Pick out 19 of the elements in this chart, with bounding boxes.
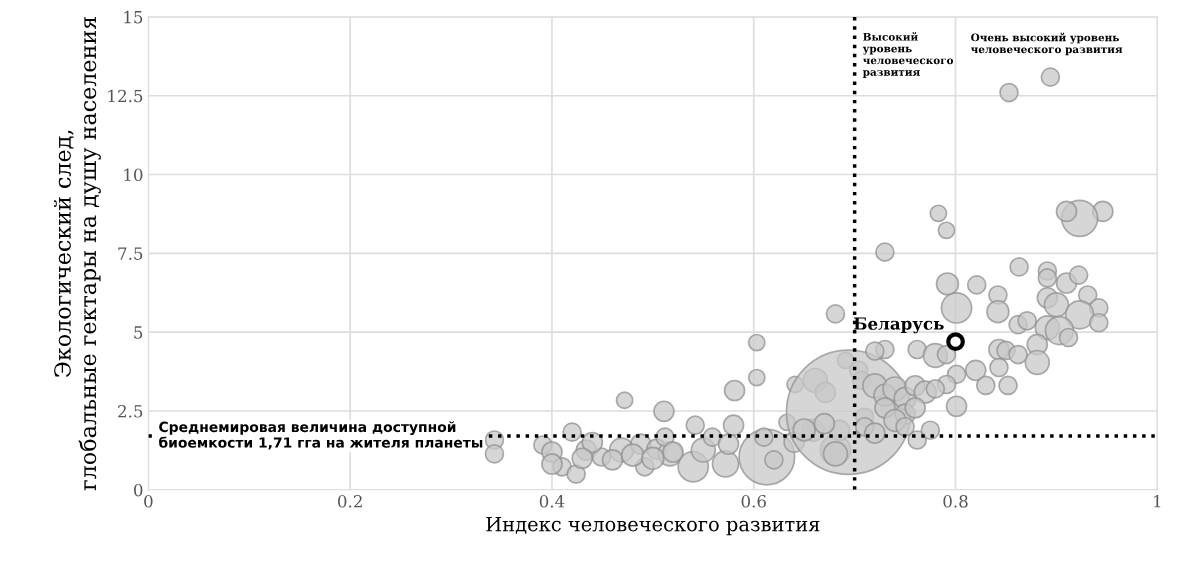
x-tick-label: 0.2: [338, 494, 362, 508]
y-tick-label: 10: [124, 168, 143, 182]
y-tick-label: 2.5: [118, 404, 143, 418]
y-tick-label: 5: [134, 326, 143, 339]
annotation: Очень высокий уровень человеческого развития: [971, 32, 1123, 56]
x-tick-label: 0.4: [539, 494, 565, 508]
x-tick-label: 0.6: [741, 494, 766, 508]
y-tick-label: 15: [124, 10, 143, 24]
x-tick-label: 1: [1154, 494, 1161, 508]
x-tick-label: 0.8: [943, 494, 968, 508]
y-tick-label: 12.5: [108, 89, 143, 103]
y-tick-label: 0: [134, 483, 143, 497]
y-axis-title: Экологический след, глобальные гектары на душу населения: [53, 16, 101, 491]
ref-line-label: Среднемировая величина доступной биоемкости 1,71 гга на жителя планеты: [159, 421, 483, 450]
series-label: Беларусь: [854, 317, 944, 334]
x-axis-title: Индекс человеческого развития: [486, 516, 820, 536]
y-tick-label: 7.5: [118, 247, 143, 260]
x-tick-label: 0: [144, 494, 153, 508]
ref-line-label: Высокий уровень человеческого развития: [862, 32, 954, 78]
